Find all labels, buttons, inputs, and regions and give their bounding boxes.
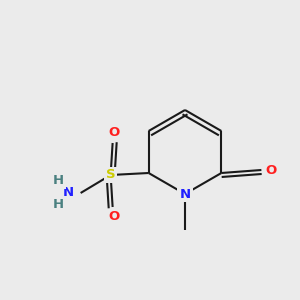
Text: H: H [53, 199, 64, 212]
Text: O: O [108, 127, 119, 140]
Text: N: N [179, 188, 191, 200]
Text: O: O [266, 164, 277, 176]
Text: N: N [63, 187, 74, 200]
Text: O: O [108, 211, 119, 224]
Text: S: S [106, 169, 116, 182]
Text: H: H [53, 175, 64, 188]
